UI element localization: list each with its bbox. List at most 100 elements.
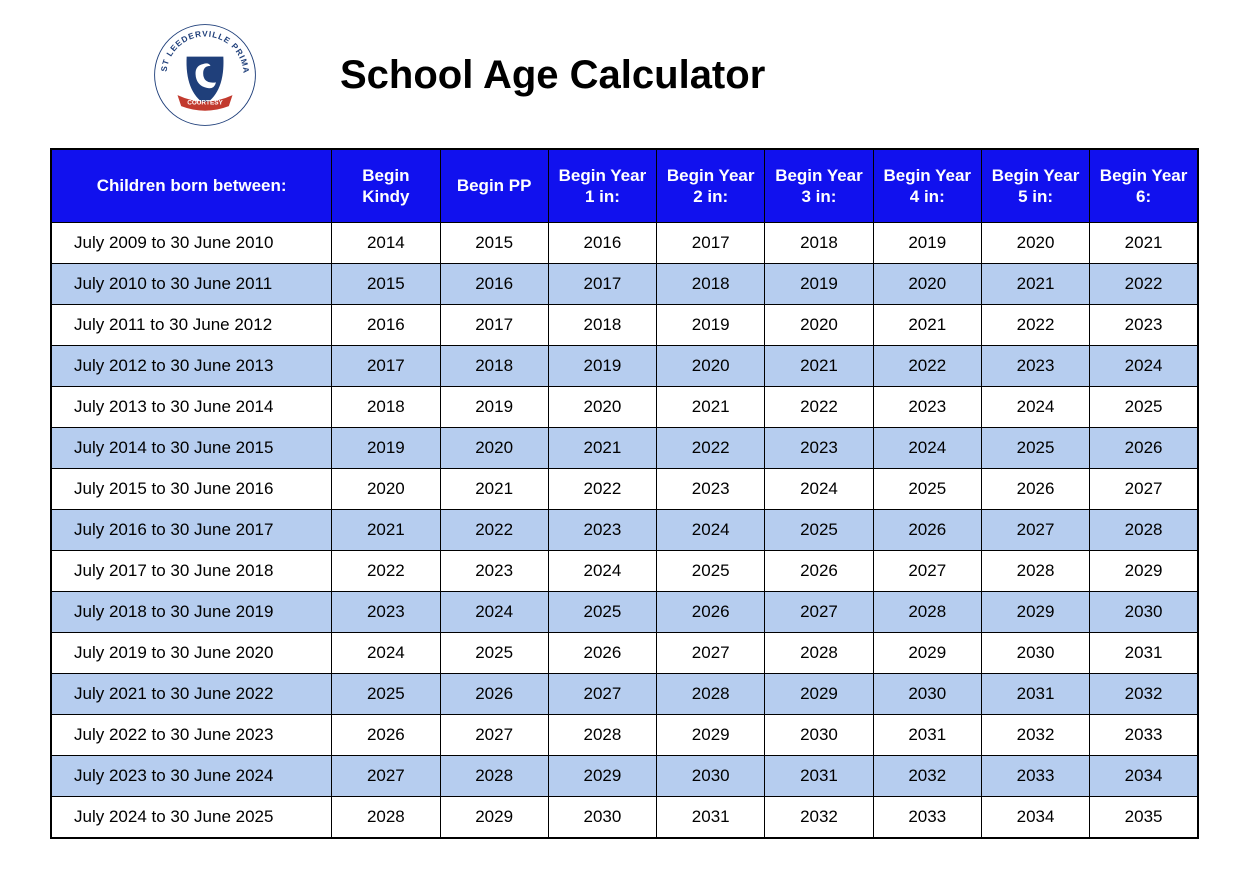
year-cell: 2032 — [765, 797, 873, 839]
column-header: Begin Year 5 in: — [981, 149, 1089, 223]
column-header: Begin Year 2 in: — [657, 149, 765, 223]
year-cell: 2026 — [765, 551, 873, 592]
year-cell: 2025 — [981, 428, 1089, 469]
year-cell: 2021 — [981, 264, 1089, 305]
year-cell: 2026 — [657, 592, 765, 633]
year-cell: 2030 — [657, 756, 765, 797]
year-cell: 2021 — [1090, 223, 1198, 264]
year-cell: 2024 — [1090, 346, 1198, 387]
year-cell: 2031 — [765, 756, 873, 797]
birth-range-cell: July 2023 to 30 June 2024 — [51, 756, 332, 797]
table-row: July 2010 to 30 June 2011201520162017201… — [51, 264, 1198, 305]
year-cell: 2028 — [873, 592, 981, 633]
year-cell: 2029 — [1090, 551, 1198, 592]
year-cell: 2033 — [873, 797, 981, 839]
year-cell: 2020 — [657, 346, 765, 387]
year-cell: 2026 — [1090, 428, 1198, 469]
year-cell: 2024 — [657, 510, 765, 551]
year-cell: 2019 — [657, 305, 765, 346]
table-row: July 2019 to 30 June 2020202420252026202… — [51, 633, 1198, 674]
year-cell: 2035 — [1090, 797, 1198, 839]
year-cell: 2034 — [1090, 756, 1198, 797]
table-row: July 2024 to 30 June 2025202820292030203… — [51, 797, 1198, 839]
birth-range-cell: July 2024 to 30 June 2025 — [51, 797, 332, 839]
year-cell: 2026 — [440, 674, 548, 715]
year-cell: 2022 — [440, 510, 548, 551]
table-row: July 2013 to 30 June 2014201820192020202… — [51, 387, 1198, 428]
year-cell: 2026 — [332, 715, 440, 756]
year-cell: 2031 — [657, 797, 765, 839]
logo-banner-text: COURTESY — [187, 99, 223, 106]
year-cell: 2015 — [440, 223, 548, 264]
year-cell: 2018 — [657, 264, 765, 305]
year-cell: 2019 — [765, 264, 873, 305]
year-cell: 2024 — [548, 551, 656, 592]
year-cell: 2025 — [332, 674, 440, 715]
birth-range-cell: July 2022 to 30 June 2023 — [51, 715, 332, 756]
birth-range-cell: July 2010 to 30 June 2011 — [51, 264, 332, 305]
year-cell: 2023 — [332, 592, 440, 633]
year-cell: 2015 — [332, 264, 440, 305]
year-cell: 2022 — [657, 428, 765, 469]
year-cell: 2024 — [765, 469, 873, 510]
table-row: July 2015 to 30 June 2016202020212022202… — [51, 469, 1198, 510]
birth-range-cell: July 2018 to 30 June 2019 — [51, 592, 332, 633]
birth-range-cell: July 2009 to 30 June 2010 — [51, 223, 332, 264]
year-cell: 2023 — [873, 387, 981, 428]
year-cell: 2028 — [765, 633, 873, 674]
year-cell: 2018 — [332, 387, 440, 428]
column-header: Begin Year 3 in: — [765, 149, 873, 223]
table-row: July 2014 to 30 June 2015201920202021202… — [51, 428, 1198, 469]
year-cell: 2023 — [1090, 305, 1198, 346]
year-cell: 2020 — [981, 223, 1089, 264]
table-row: July 2011 to 30 June 2012201620172018201… — [51, 305, 1198, 346]
year-cell: 2016 — [332, 305, 440, 346]
year-cell: 2031 — [1090, 633, 1198, 674]
year-cell: 2028 — [332, 797, 440, 839]
year-cell: 2022 — [873, 346, 981, 387]
table-body: July 2009 to 30 June 2010201420152016201… — [51, 223, 1198, 839]
school-logo-icon: WEST LEEDERVILLE PRIMARY COURTESY — [150, 20, 260, 130]
year-cell: 2028 — [548, 715, 656, 756]
year-cell: 2017 — [657, 223, 765, 264]
year-cell: 2021 — [765, 346, 873, 387]
table-row: July 2009 to 30 June 2010201420152016201… — [51, 223, 1198, 264]
birth-range-cell: July 2014 to 30 June 2015 — [51, 428, 332, 469]
table-row: July 2023 to 30 June 2024202720282029203… — [51, 756, 1198, 797]
year-cell: 2028 — [981, 551, 1089, 592]
column-header: Begin Year 6: — [1090, 149, 1198, 223]
birth-range-cell: July 2013 to 30 June 2014 — [51, 387, 332, 428]
year-cell: 2027 — [332, 756, 440, 797]
year-cell: 2025 — [765, 510, 873, 551]
year-cell: 2023 — [440, 551, 548, 592]
year-cell: 2030 — [873, 674, 981, 715]
year-cell: 2025 — [548, 592, 656, 633]
year-cell: 2025 — [1090, 387, 1198, 428]
year-cell: 2024 — [873, 428, 981, 469]
year-cell: 2033 — [981, 756, 1089, 797]
year-cell: 2019 — [548, 346, 656, 387]
year-cell: 2023 — [981, 346, 1089, 387]
column-header: Begin Year 1 in: — [548, 149, 656, 223]
age-calculator-table: Children born between:Begin KindyBegin P… — [50, 148, 1199, 839]
year-cell: 2024 — [440, 592, 548, 633]
year-cell: 2031 — [981, 674, 1089, 715]
year-cell: 2028 — [1090, 510, 1198, 551]
table-row: July 2012 to 30 June 2013201720182019202… — [51, 346, 1198, 387]
year-cell: 2021 — [332, 510, 440, 551]
year-cell: 2023 — [548, 510, 656, 551]
year-cell: 2021 — [657, 387, 765, 428]
table-row: July 2021 to 30 June 2022202520262027202… — [51, 674, 1198, 715]
year-cell: 2020 — [765, 305, 873, 346]
year-cell: 2026 — [873, 510, 981, 551]
year-cell: 2028 — [657, 674, 765, 715]
birth-range-cell: July 2019 to 30 June 2020 — [51, 633, 332, 674]
year-cell: 2026 — [548, 633, 656, 674]
birth-range-cell: July 2012 to 30 June 2013 — [51, 346, 332, 387]
table-header: Children born between:Begin KindyBegin P… — [51, 149, 1198, 223]
year-cell: 2033 — [1090, 715, 1198, 756]
year-cell: 2031 — [873, 715, 981, 756]
year-cell: 2032 — [1090, 674, 1198, 715]
year-cell: 2030 — [548, 797, 656, 839]
year-cell: 2022 — [765, 387, 873, 428]
